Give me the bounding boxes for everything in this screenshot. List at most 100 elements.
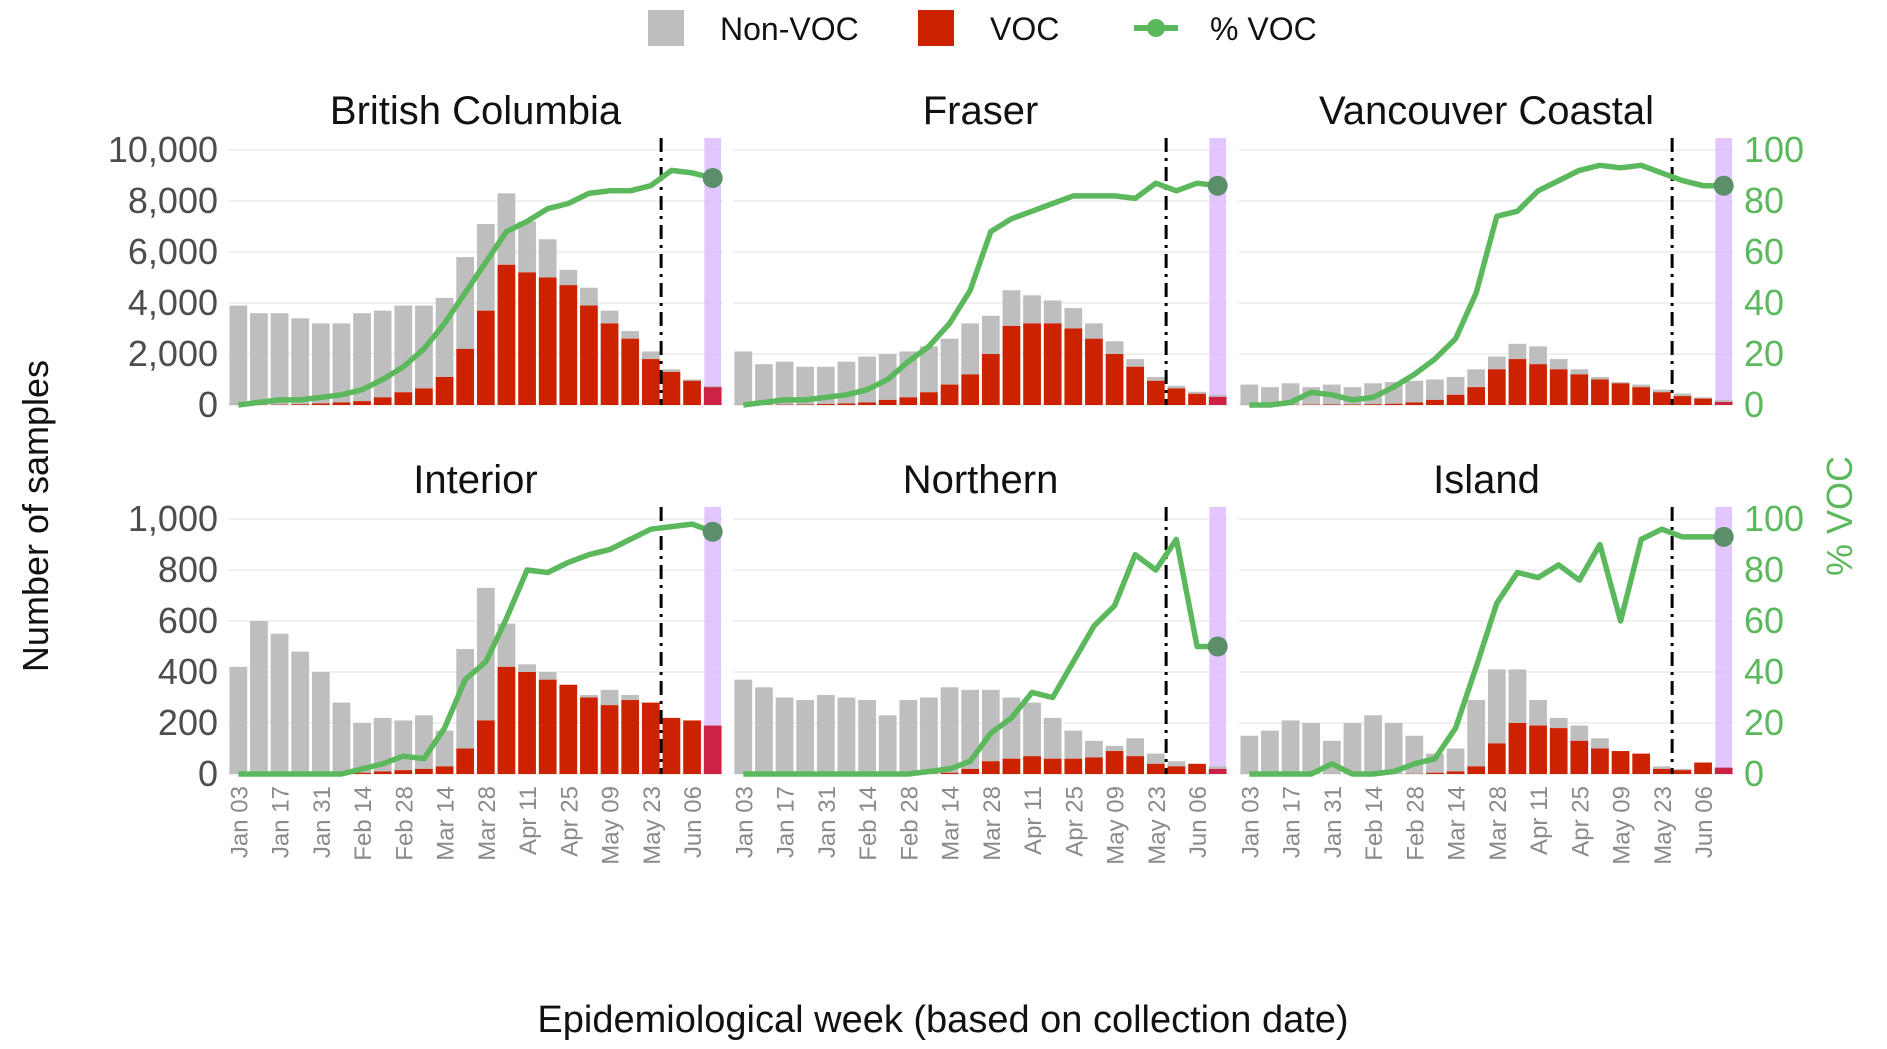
x-tick-label: Jan 17 xyxy=(1279,786,1306,858)
bar-nonvoc xyxy=(1261,731,1279,774)
bar-voc xyxy=(1126,367,1144,405)
panel-british-columbia: British Columbia02,0004,0006,0008,00010,… xyxy=(108,89,723,425)
bar-nonvoc xyxy=(291,318,309,404)
y2-tick-label: 80 xyxy=(1744,549,1784,590)
bar-nonvoc xyxy=(1529,700,1547,726)
bar-voc xyxy=(1447,395,1465,405)
bar-nonvoc xyxy=(601,311,619,324)
bar-voc xyxy=(1364,404,1382,405)
bar-voc xyxy=(291,404,309,405)
x-tick-label: Jan 31 xyxy=(1320,786,1347,858)
bar-voc xyxy=(1591,749,1609,775)
bar-nonvoc xyxy=(229,306,247,405)
bar-voc xyxy=(1674,770,1692,774)
bar-voc xyxy=(796,404,814,405)
bar-nonvoc xyxy=(1085,323,1103,338)
bar-nonvoc xyxy=(961,323,979,374)
bar-nonvoc xyxy=(1147,377,1165,381)
bar-voc xyxy=(1168,766,1186,774)
bar-nonvoc xyxy=(1240,385,1258,405)
bar-nonvoc xyxy=(539,672,557,680)
bar-voc xyxy=(1064,329,1082,406)
bar-nonvoc xyxy=(518,221,536,272)
y-tick-label: 200 xyxy=(158,702,218,743)
bar-voc xyxy=(601,323,619,405)
bar-nonvoc xyxy=(1550,718,1568,728)
x-tick-label: Jan 03 xyxy=(731,786,758,858)
bar-voc xyxy=(1509,359,1527,405)
bar-voc xyxy=(1147,381,1165,405)
bar-nonvoc xyxy=(271,313,289,404)
bar-nonvoc xyxy=(518,664,536,672)
bar-voc xyxy=(1023,756,1041,774)
bar-voc xyxy=(1106,354,1124,405)
x-tick-label: Mar 14 xyxy=(938,786,965,861)
x-tick-label: Mar 28 xyxy=(979,786,1006,861)
bar-nonvoc xyxy=(734,680,752,774)
bar-nonvoc xyxy=(920,698,938,774)
x-tick-label: Apr 25 xyxy=(1567,786,1594,857)
bar-nonvoc xyxy=(1591,377,1609,380)
bar-nonvoc xyxy=(580,695,598,698)
bar-nonvoc xyxy=(642,351,660,359)
bar-voc xyxy=(642,359,660,405)
bar-voc xyxy=(1591,380,1609,406)
bar-voc xyxy=(1674,396,1692,405)
bar-nonvoc xyxy=(734,351,752,404)
bar-nonvoc xyxy=(1003,290,1021,326)
panels: British Columbia02,0004,0006,0008,00010,… xyxy=(108,89,1804,865)
bar-voc xyxy=(374,771,392,774)
y-tick-label: 6,000 xyxy=(128,231,218,272)
bar-nonvoc xyxy=(1488,669,1506,743)
bar-voc xyxy=(1632,387,1650,405)
bar-nonvoc xyxy=(1550,359,1568,369)
bar-voc xyxy=(621,700,639,774)
bar-voc xyxy=(1085,339,1103,405)
pct-voc-point xyxy=(1208,176,1228,196)
bar-voc xyxy=(1003,759,1021,774)
bar-nonvoc xyxy=(1653,390,1671,393)
bar-voc xyxy=(879,400,897,405)
bar-nonvoc xyxy=(1044,718,1062,759)
x-tick-label: Jan 31 xyxy=(309,786,336,858)
bar-voc xyxy=(333,402,351,405)
legend-point-2 xyxy=(1147,19,1165,37)
bar-nonvoc xyxy=(1591,738,1609,748)
bar-nonvoc xyxy=(899,700,917,774)
bar-nonvoc xyxy=(291,652,309,774)
pct-voc-line xyxy=(238,170,712,405)
bar-voc xyxy=(1488,743,1506,774)
bar-voc xyxy=(1694,399,1712,405)
x-tick-label: May 23 xyxy=(639,786,666,865)
legend-swatch-0 xyxy=(648,10,684,46)
bar-nonvoc xyxy=(683,380,701,381)
x-tick-label: Feb 14 xyxy=(350,786,377,861)
bar-nonvoc xyxy=(1044,300,1062,323)
x-tick-label: Jan 03 xyxy=(226,786,253,858)
bar-voc xyxy=(1044,759,1062,774)
x-tick-label: Apr 11 xyxy=(1526,786,1553,855)
bar-nonvoc xyxy=(879,715,897,774)
x-tick-label: Jun 06 xyxy=(1691,786,1718,858)
bar-nonvoc xyxy=(394,306,412,393)
bar-voc xyxy=(899,397,917,405)
bar-voc xyxy=(817,404,835,405)
bar-nonvoc xyxy=(1509,669,1527,723)
bar-nonvoc xyxy=(539,239,557,277)
y2-tick-label: 100 xyxy=(1744,129,1804,170)
legend-swatch-1 xyxy=(918,10,954,46)
y-tick-label: 2,000 xyxy=(128,333,218,374)
bar-voc xyxy=(1044,323,1062,405)
bar-voc xyxy=(1209,769,1227,774)
x-tick-label: Jun 06 xyxy=(680,786,707,858)
bar-voc xyxy=(1467,766,1485,774)
bar-voc xyxy=(1570,741,1588,774)
x-tick-label: Mar 14 xyxy=(433,786,460,861)
bar-nonvoc xyxy=(663,369,681,372)
bar-nonvoc xyxy=(1447,377,1465,395)
bar-voc xyxy=(1715,402,1733,405)
bar-voc xyxy=(374,397,392,405)
